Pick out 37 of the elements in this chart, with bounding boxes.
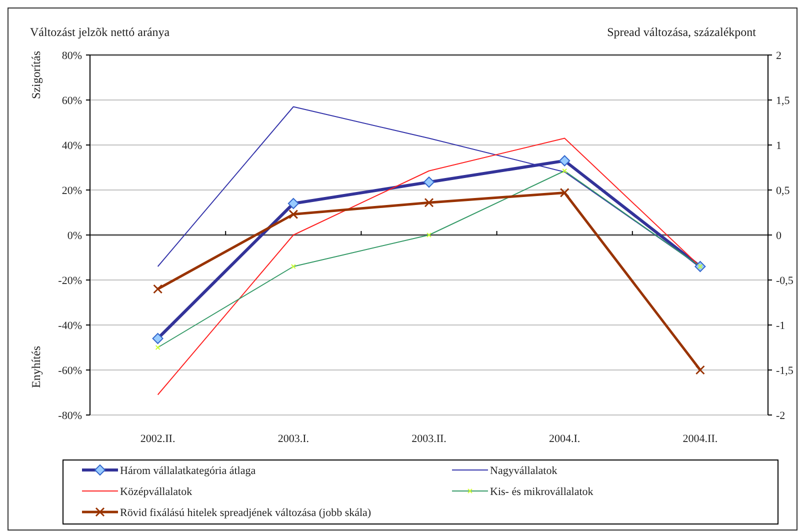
x-tick-label: 2003.I. [278,433,310,445]
point [153,284,163,294]
point [288,210,298,220]
point [560,188,570,198]
y2-tick-label: -1 [776,320,786,332]
y2-tick-label: 2 [776,50,782,62]
y2-tick-label: -2 [776,410,786,422]
y2-tick-label: -0,5 [776,274,794,287]
y2-tick-label: 1,5 [776,94,790,107]
y2-axis-title: Spread változása, százalékpont [607,25,757,39]
y-tick-label: 60% [62,94,82,107]
y2-tick-label: -1,5 [776,364,794,377]
y-tick-label: -60% [58,364,82,377]
y-tick-label: 40% [62,140,82,152]
legend-label: Rövid fixálású hitelek spreadjének változása (jobb skála) [120,506,372,519]
x-tick-label: 2004.I. [549,433,580,445]
y2-tick-label: 0,5 [776,184,790,197]
y2-tick-label: 0 [776,230,782,242]
legend-label: Három vállalatkategória átlaga [120,464,256,477]
y-tick-label: 0% [67,230,82,242]
legend-label: Középvállalatok [120,486,193,498]
y-tick-label: -40% [58,320,82,332]
point [424,198,434,208]
y-tick-label: 20% [62,184,82,197]
point [695,365,705,375]
text: Szigorítás [29,50,43,99]
y-tick-label: -20% [58,274,82,287]
legend-label: Nagyvállalatok [490,464,558,477]
x-tick-label: 2004.II. [682,433,718,445]
x-tick-label: 2003.II. [412,433,447,445]
legend-label: Kis- és mikrovállalatok [490,486,594,498]
y-tick-label: -80% [58,410,82,422]
x-tick-label: 2002.II. [140,433,176,445]
text: Enyhítés [29,346,43,388]
y-tick-label: 80% [62,50,82,62]
y2-tick-label: 1 [776,140,782,152]
chart-title: Változást jelzõk nettó aránya [30,25,170,39]
